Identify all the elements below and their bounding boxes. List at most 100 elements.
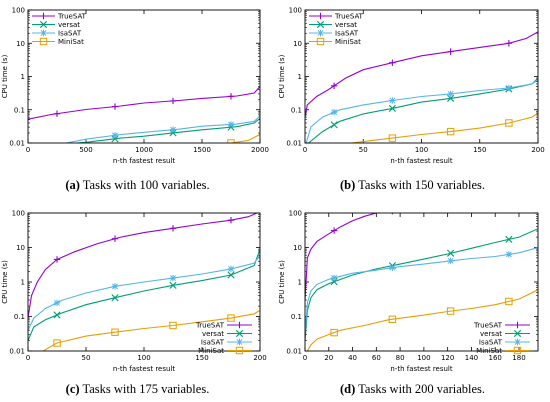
point-truesat xyxy=(111,103,119,110)
point-minisat xyxy=(505,119,513,127)
x-tick-label: 150 xyxy=(473,146,486,154)
point-truesat xyxy=(53,256,61,263)
y-tick-label: 0.1 xyxy=(14,313,25,321)
point-minisat xyxy=(388,315,397,323)
series-group xyxy=(28,86,260,143)
point-truesat xyxy=(53,110,61,117)
point-versat xyxy=(53,311,61,319)
legend-marker-truesat xyxy=(236,321,243,329)
point-versat xyxy=(111,294,119,302)
y-tick-label: 10 xyxy=(293,40,302,48)
y-axis-label: CPU time (s) xyxy=(1,260,9,304)
series-line-versat xyxy=(28,248,260,341)
chart-c: 0.01 0.1 1 10 100 0 50 100 150 200 n-th fastest re… xyxy=(1,210,267,374)
caption-d: (d) Tasks with 200 variables. xyxy=(275,382,550,397)
x-tick-label: 200 xyxy=(531,146,544,154)
series-line-isasat xyxy=(305,246,538,335)
point-isasat xyxy=(505,84,513,92)
y-tick-label: 100 xyxy=(12,210,25,218)
x-axis-label: n-th fastest result xyxy=(113,365,175,373)
y-tick-label: 10 xyxy=(293,244,302,252)
point-isasat xyxy=(330,274,338,282)
legend-label-minisat: MiniSat xyxy=(476,347,502,355)
legend-label-isasat: IsaSAT xyxy=(201,339,225,347)
caption-a: (a) Tasks with 100 variables. xyxy=(0,178,275,193)
y-tick-label: 100 xyxy=(289,7,302,15)
point-isasat xyxy=(227,265,235,273)
point-truesat xyxy=(508,213,510,214)
legend-label-versat: versat xyxy=(58,21,80,29)
point-isasat xyxy=(53,299,61,307)
series-line-isasat xyxy=(305,79,538,143)
legend-label-truesat: TrueSAT xyxy=(473,322,503,330)
y-axis-label: CPU time (s) xyxy=(1,54,9,98)
legend-label-minisat: MiniSat xyxy=(58,38,84,46)
y-tick-label: 100 xyxy=(289,210,302,218)
caption-b-id: (b) xyxy=(339,178,356,192)
point-isasat xyxy=(169,274,177,282)
x-tick-label: 60 xyxy=(372,354,381,362)
legend-label-isasat: IsaSAT xyxy=(479,339,503,347)
point-minisat xyxy=(227,139,235,143)
x-tick-label: 0 xyxy=(303,146,307,154)
point-versat xyxy=(111,135,119,143)
caption-d-text: Tasks with 200 variables. xyxy=(358,382,486,396)
legend-marker-isasat xyxy=(40,29,47,37)
point-minisat xyxy=(388,134,397,142)
y-tick-label: 0.01 xyxy=(9,348,25,356)
y-axis-label: CPU time (s) xyxy=(278,54,286,98)
series-line-minisat xyxy=(306,289,538,351)
point-truesat xyxy=(227,216,235,224)
legend-marker-versat xyxy=(39,20,48,29)
point-minisat xyxy=(53,339,61,347)
point-isasat xyxy=(447,257,454,265)
x-tick-label: 150 xyxy=(195,354,208,362)
point-truesat xyxy=(330,227,338,234)
legend-marker-truesat xyxy=(40,12,47,20)
point-isasat xyxy=(389,97,396,104)
point-versat xyxy=(330,121,338,129)
legend-marker-versat xyxy=(513,329,522,338)
y-tick-label: 0.1 xyxy=(291,106,302,114)
legend-marker-minisat xyxy=(39,37,48,46)
legend-marker-truesat xyxy=(514,321,521,329)
legend-marker-minisat xyxy=(316,37,325,46)
point-truesat xyxy=(389,59,396,66)
series-line-minisat xyxy=(351,112,538,143)
x-tick-label: 180 xyxy=(512,354,525,362)
legend-marker-truesat xyxy=(317,12,324,20)
x-tick-label: 20 xyxy=(324,354,333,362)
y-tick-label: 10 xyxy=(16,244,25,252)
series-line-minisat xyxy=(42,309,260,351)
legend-label-versat: versat xyxy=(202,330,224,338)
series-line-isasat xyxy=(66,115,260,143)
y-tick-label: 0.01 xyxy=(286,140,302,148)
point-isasat xyxy=(330,109,338,116)
point-isasat xyxy=(505,251,513,258)
point-versat xyxy=(388,104,396,112)
legend-label-isasat: IsaSAT xyxy=(335,30,359,38)
point-minisat xyxy=(505,297,513,306)
series-group xyxy=(305,213,538,351)
legend-marker-minisat xyxy=(235,346,244,355)
x-tick-label: 200 xyxy=(253,354,266,362)
x-tick-label: 80 xyxy=(396,354,405,362)
y-tick-label: 0.01 xyxy=(286,348,302,356)
x-tick-label: 50 xyxy=(82,354,91,362)
caption-b-text: Tasks with 150 variables. xyxy=(358,178,486,192)
caption-c-text: Tasks with 175 variables. xyxy=(82,382,210,396)
point-minisat xyxy=(446,127,455,136)
series-group xyxy=(305,31,538,143)
x-tick-label: 100 xyxy=(137,354,150,362)
y-tick-label: 0.1 xyxy=(291,313,302,321)
point-truesat xyxy=(450,213,452,214)
legend-label-truesat: TrueSAT xyxy=(195,322,225,330)
point-isasat xyxy=(111,132,119,139)
x-tick-label: 500 xyxy=(79,146,92,154)
series-line-truesat xyxy=(305,213,382,301)
point-truesat xyxy=(169,225,177,232)
x-tick-label: 2000 xyxy=(251,146,269,154)
